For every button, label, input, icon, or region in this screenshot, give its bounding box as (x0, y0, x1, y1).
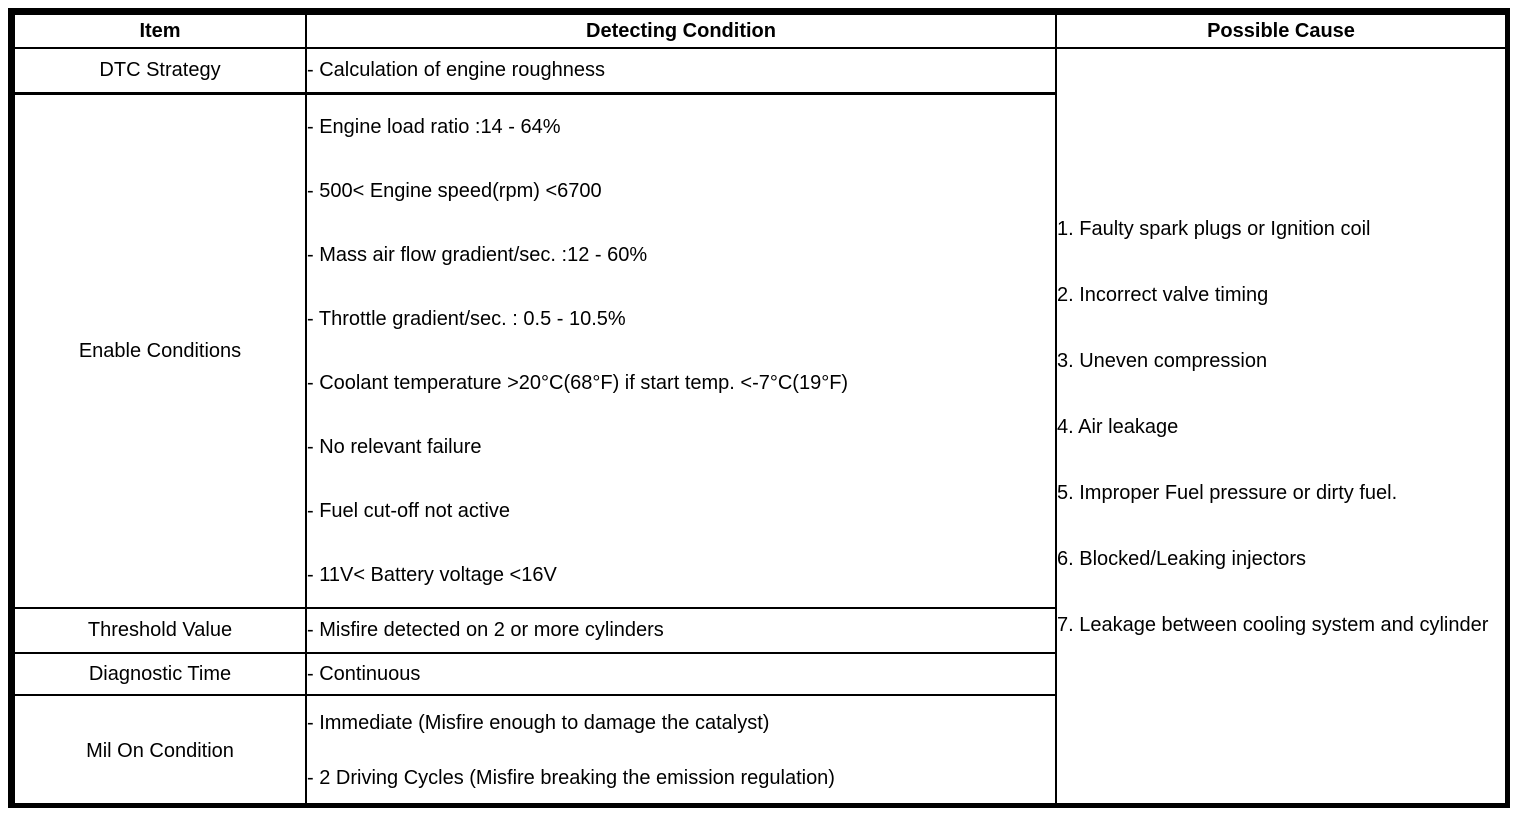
condition-line: - Misfire detected on 2 or more cylinder… (307, 619, 664, 641)
condition-cell: - Calculation of engine roughness (305, 47, 1057, 95)
row-enable-conditions: Enable Conditions - Engine load ratio :1… (13, 92, 1506, 609)
row-threshold-value: Threshold Value - Misfire detected on 2 … (13, 606, 1506, 654)
possible-cause-item: 1. Faulty spark plugs or Ignition coil (1057, 218, 1371, 240)
condition-line: - 11V< Battery voltage <16V (307, 563, 557, 586)
possible-cause-item: 4. Air leakage (1057, 416, 1179, 438)
condition-line: - Immediate (Misfire enough to damage th… (307, 712, 770, 734)
row-mil-on-condition: Mil On Condition - Immediate (Misfire en… (13, 693, 1506, 808)
item-cell: Threshold Value (13, 606, 307, 654)
column-header-item: Item (13, 13, 307, 49)
item-cell: Mil On Condition (13, 693, 307, 808)
column-header-detecting-condition: Detecting Condition (305, 13, 1057, 49)
condition-line: - Calculation of engine roughness (307, 59, 605, 82)
condition-cell: - Immediate (Misfire enough to damage th… (305, 693, 1057, 808)
possible-cause-cell: 1. Faulty spark plugs or Ignition coil 2.… (1055, 47, 1507, 808)
possible-cause-item: 2. Incorrect valve timing (1057, 284, 1269, 306)
condition-cell: - Engine load ratio :14 - 64% - 500< Engi… (305, 92, 1057, 609)
possible-cause-item: 6. Blocked/Leaking injectors (1057, 548, 1307, 570)
condition-line: - Continuous (307, 662, 421, 685)
item-cell: Enable Conditions (13, 92, 307, 609)
condition-line: - Mass air flow gradient/sec. :12 - 60% (307, 243, 648, 266)
item-cell: DTC Strategy (13, 47, 307, 95)
header-row: Item Detecting Condition Possible Cause (13, 13, 1507, 49)
condition-line: - Coolant temperature >20°C(68°F) if sta… (307, 371, 849, 394)
table-frame: Item Detecting Condition Possible Cause … (8, 8, 1510, 808)
condition-line: - 500< Engine speed(rpm) <6700 (307, 179, 602, 202)
possible-cause-item: 5. Improper Fuel pressure or dirty fuel. (1057, 482, 1398, 504)
item-cell: Diagnostic Time (13, 651, 307, 696)
condition-line: - 2 Driving Cycles (Misfire breaking the… (307, 767, 835, 789)
condition-line: - Throttle gradient/sec. : 0.5 - 10.5% (307, 307, 626, 330)
condition-line: - Engine load ratio :14 - 64% (307, 115, 561, 138)
condition-cell: - Continuous (305, 651, 1057, 696)
row-diagnostic-time: Diagnostic Time - Continuous (13, 651, 1506, 696)
condition-cell: - Misfire detected on 2 or more cylinder… (305, 606, 1057, 654)
column-header-possible-cause: Possible Cause (1055, 13, 1507, 49)
condition-line: - Fuel cut-off not active (307, 499, 511, 522)
diagnostic-table: Item Detecting Condition Possible Cause … (13, 13, 1507, 808)
condition-line: - No relevant failure (307, 435, 482, 458)
row-dtc-strategy: DTC Strategy - Calculation of engine rou… (13, 47, 1507, 808)
possible-cause-item: 3. Uneven compression (1057, 350, 1268, 372)
possible-cause-list: 1. Faulty spark plugs or Ignition coil 2.… (1057, 217, 1505, 637)
possible-cause-item: 7. Leakage between cooling system and cy… (1057, 614, 1489, 636)
